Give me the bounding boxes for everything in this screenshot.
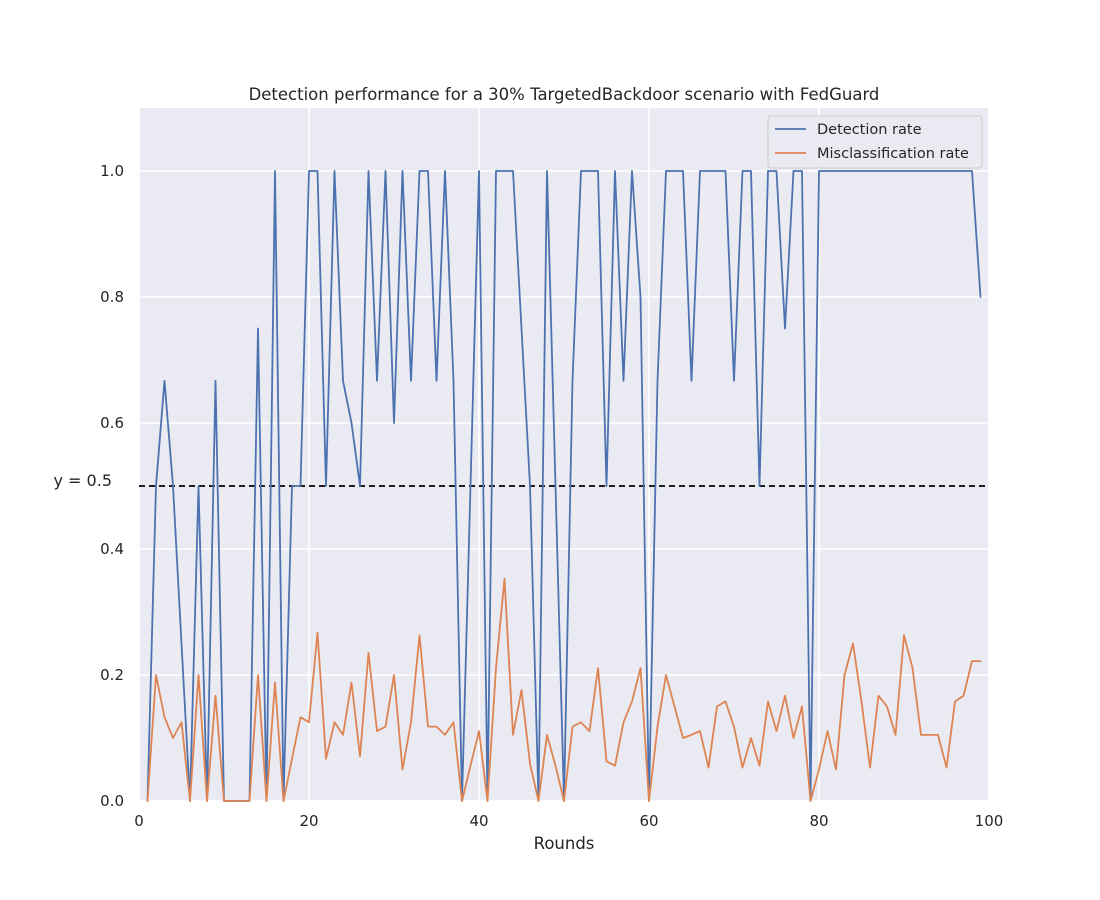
y-tick-label: 0.8 — [100, 288, 124, 306]
x-tick-label: 80 — [809, 812, 828, 830]
x-tick-label: 40 — [469, 812, 488, 830]
x-tick-label: 60 — [639, 812, 658, 830]
legend-label: Detection rate — [817, 122, 922, 138]
reference-line-label: y = 0.5 — [54, 471, 113, 490]
chart-title: Detection performance for a 30% Targeted… — [249, 85, 880, 104]
plot-area — [139, 108, 989, 801]
x-axis-label: Rounds — [534, 834, 595, 853]
y-tick-label: 0.2 — [100, 666, 124, 684]
x-tick-label: 100 — [975, 812, 1004, 830]
y-tick-label: 1.0 — [100, 162, 124, 180]
y-tick-label: 0.0 — [100, 792, 124, 810]
legend-box — [767, 115, 983, 169]
legend: Detection rate Misclassification rate — [767, 115, 983, 169]
legend-label: Misclassification rate — [817, 146, 969, 162]
series-lines — [146, 170, 982, 802]
x-tick-label: 20 — [299, 812, 318, 830]
y-tick-label: 0.4 — [100, 540, 124, 558]
series-line-misclassification-rate — [146, 577, 982, 802]
reference-line-group: y = 0.5 — [54, 471, 989, 490]
y-tick-label: 0.6 — [100, 414, 124, 432]
tick-labels: 0 20 40 60 80 100 0.0 0.2 0.4 0.6 0.8 1.0 — [100, 162, 1003, 830]
x-tick-label: 0 — [134, 812, 144, 830]
